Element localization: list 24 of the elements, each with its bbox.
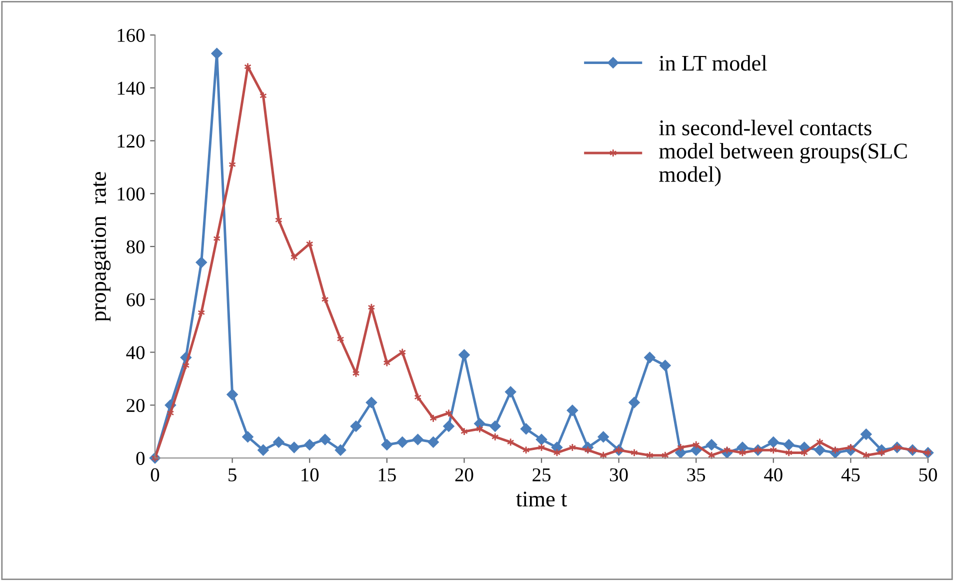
x-tick-label: 10 xyxy=(302,468,319,482)
y-tick-label: 140 xyxy=(118,82,145,95)
x-tick-label: 35 xyxy=(687,468,706,482)
x-tick-label: 45 xyxy=(841,468,860,482)
x-tick-label: 25 xyxy=(532,468,550,482)
y-tick-label: 0 xyxy=(136,452,145,465)
y-tick-label: 60 xyxy=(126,293,145,306)
y-tick-label: 80 xyxy=(126,240,145,254)
y-tick-label: 40 xyxy=(126,346,145,360)
x-tick-label: 20 xyxy=(455,468,474,482)
y-tick-label: 20 xyxy=(126,398,145,412)
x-tick-label: 50 xyxy=(919,468,937,482)
y-tick-label: 100 xyxy=(118,187,145,201)
x-axis-title: time t xyxy=(516,492,567,507)
x-tick-label: 5 xyxy=(228,468,236,482)
x-tick-label: 30 xyxy=(610,468,628,482)
x-tick-label: 40 xyxy=(764,468,782,482)
y-tick-label: 120 xyxy=(118,134,145,148)
y-tick-label: 160 xyxy=(118,28,145,42)
legend-label: in LT model xyxy=(659,55,767,71)
y-axis-title: propagation rate xyxy=(91,172,111,322)
legend-label: in second-level contacts model between groups(SLC model) xyxy=(659,120,907,186)
x-tick-label: 15 xyxy=(378,468,396,482)
x-tick-label: 0 xyxy=(150,468,160,482)
